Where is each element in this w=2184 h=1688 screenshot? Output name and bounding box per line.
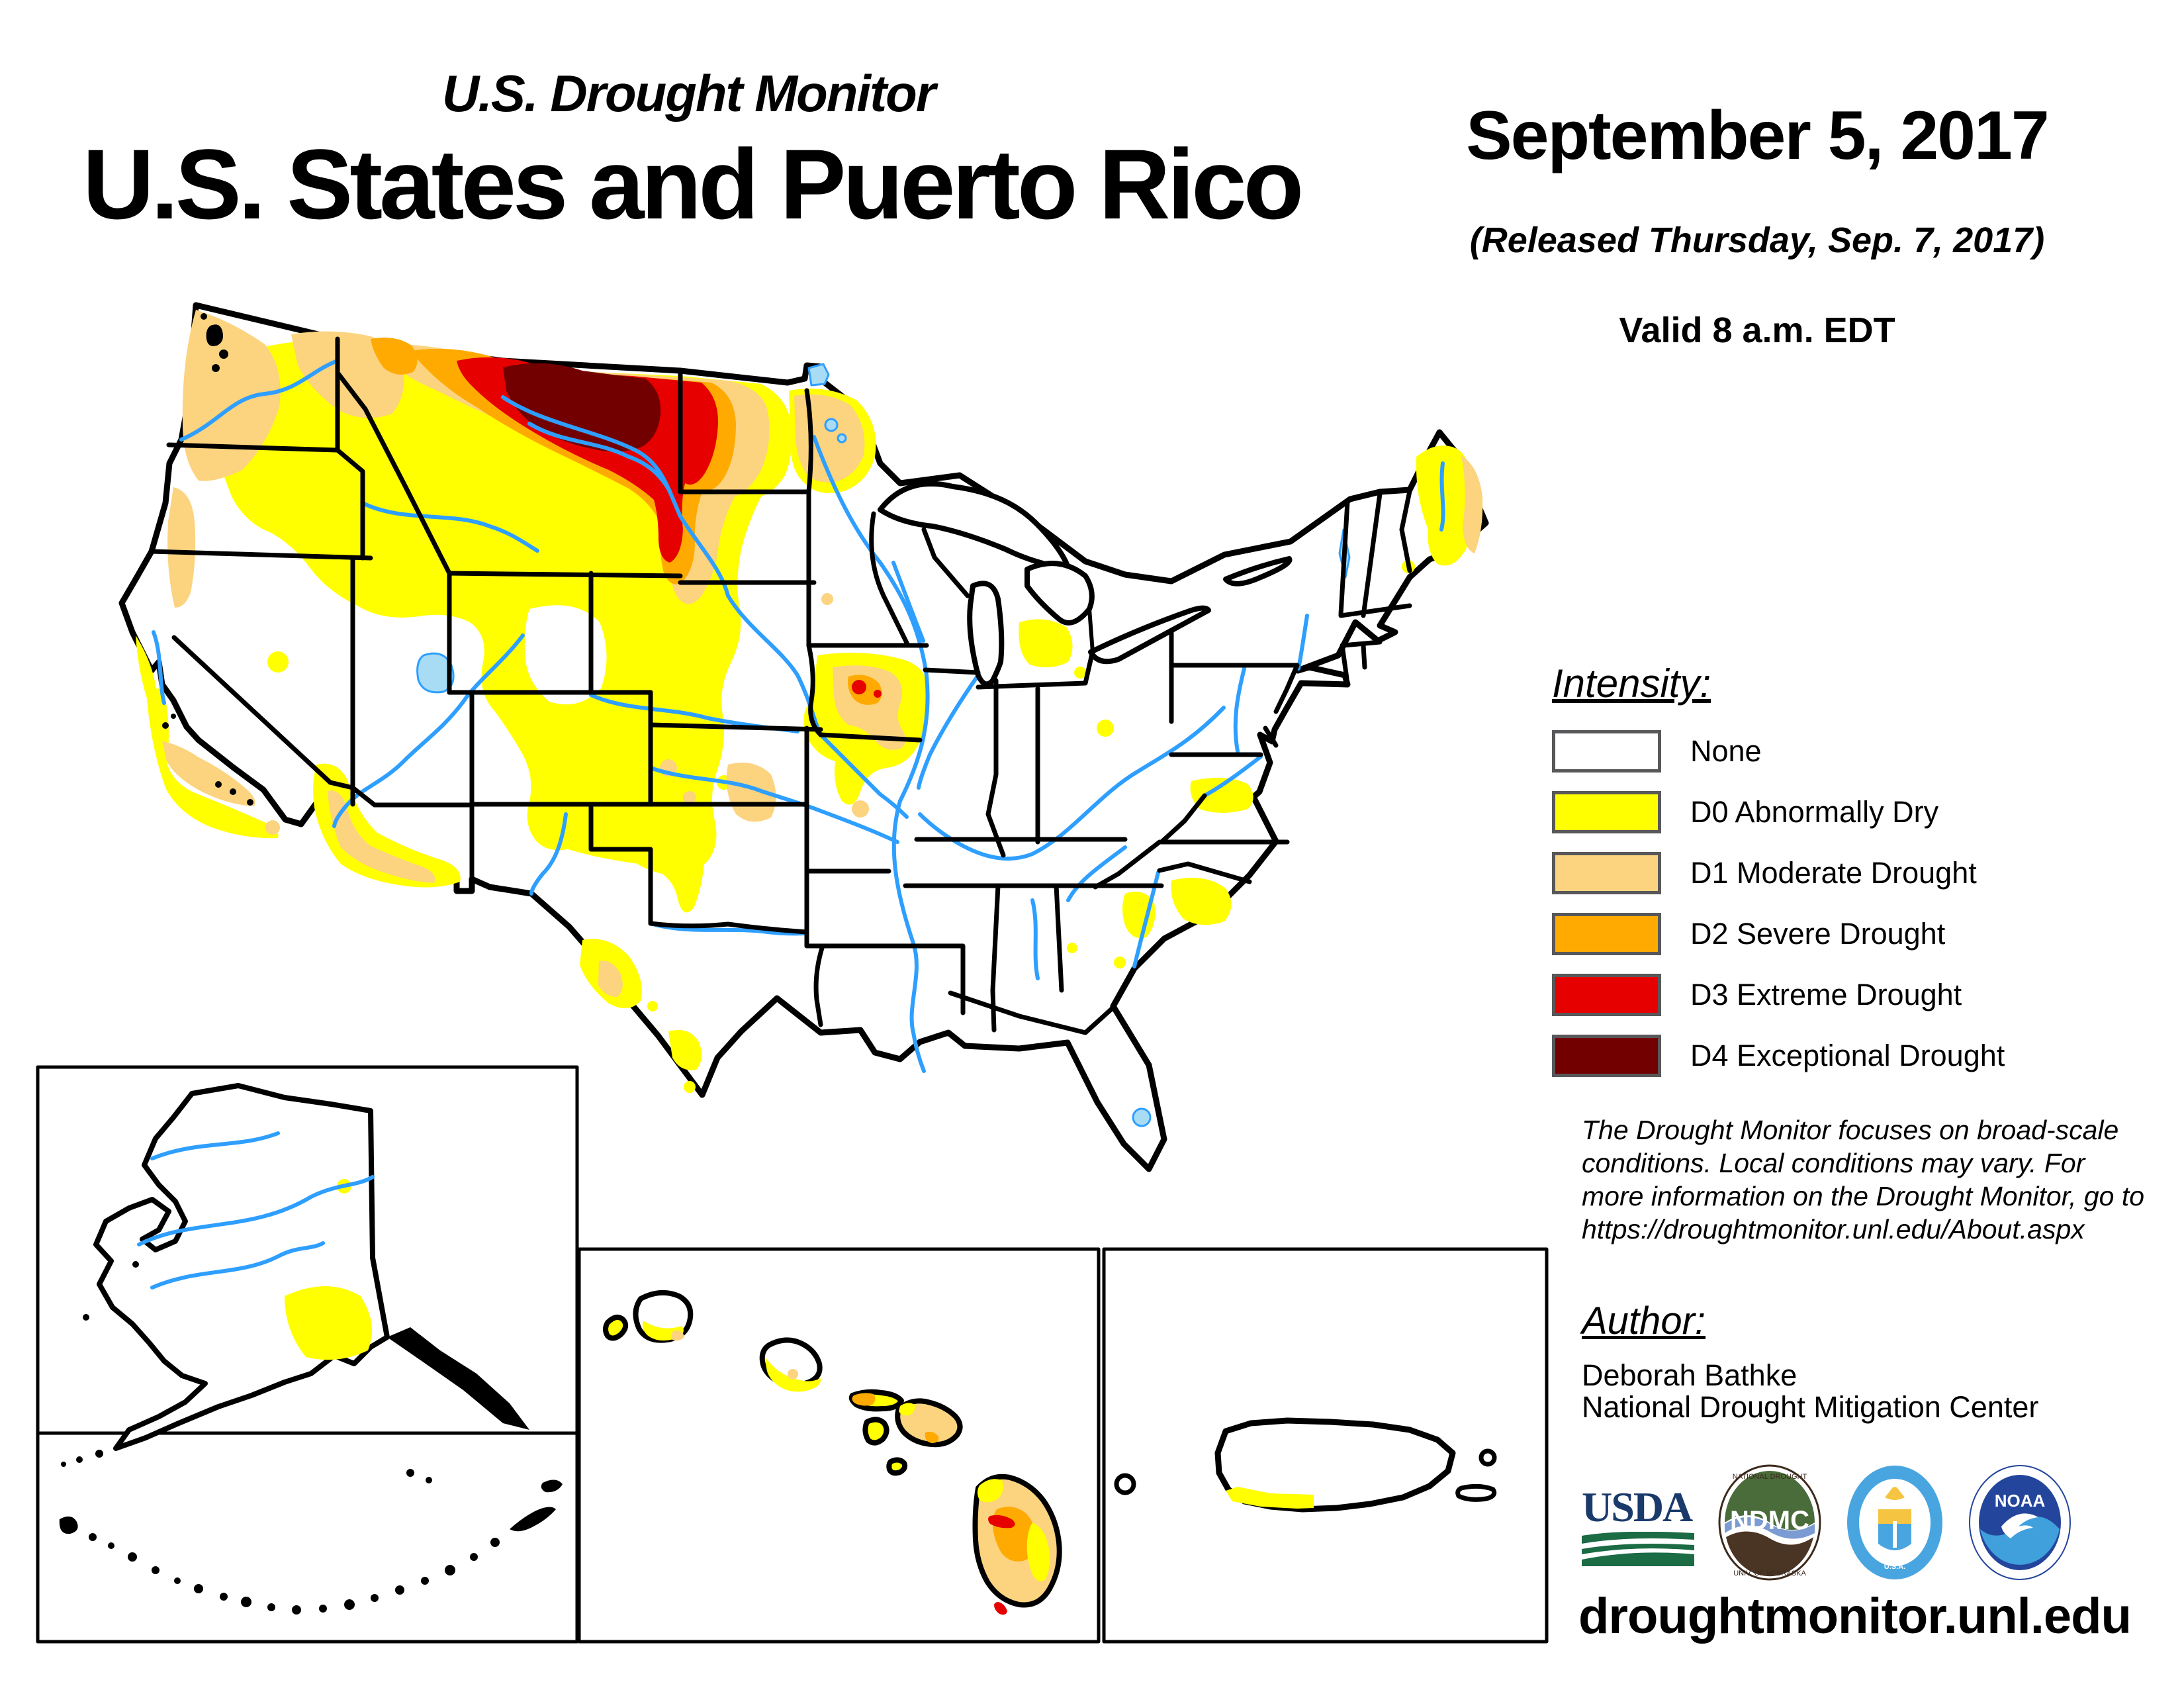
- inset-frames: [36, 1065, 1549, 1644]
- lake-michigan: [967, 581, 1005, 687]
- legend-title: Intensity:: [1552, 661, 1711, 706]
- alaska-d0-area: [285, 1286, 372, 1360]
- legend-swatch-d1: [1552, 852, 1661, 894]
- legend-swatch-d3: [1552, 974, 1661, 1016]
- legend-row-d2: D2 Severe Drought: [1552, 913, 2005, 955]
- noaa-logo: NOAA: [1969, 1465, 2071, 1580]
- hawaii-inset: [603, 1289, 1062, 1615]
- island-lanai: [862, 1417, 889, 1446]
- usda-logo-text: USDA: [1582, 1483, 1693, 1530]
- legend-label-d3: D3 Extreme Drought: [1690, 978, 1962, 1011]
- legend-swatch-d0: [1552, 791, 1661, 833]
- svg-text:NATIONAL DROUGHT: NATIONAL DROUGHT: [1733, 1473, 1807, 1481]
- legend-row-d4: D4 Exceptional Drought: [1552, 1035, 2005, 1077]
- puerto-rico-inset: [1114, 1417, 1497, 1513]
- legend-label-none: None: [1690, 734, 1762, 768]
- legend-label-d1: D1 Moderate Drought: [1690, 856, 1977, 890]
- vieques-island: [1455, 1483, 1497, 1502]
- disclaimer-text: The Drought Monitor focuses on broad-sca…: [1582, 1115, 2145, 1244]
- author-organization: National Drought Mitigation Center: [1582, 1390, 2039, 1424]
- rivers: [152, 359, 1445, 1073]
- puerto-rico-d0-area: [1226, 1487, 1314, 1509]
- wyoming-none-area: [524, 605, 607, 705]
- valid-time: Valid 8 a.m. EDT: [1619, 310, 1895, 350]
- lake-erie: [1088, 605, 1211, 665]
- author-heading: Author:: [1582, 1299, 1706, 1342]
- puerto-rico-inset-frame: [1102, 1247, 1549, 1644]
- logo-row: USDA NDMC NATIONAL DROUGHT UNIV. OF NEBR…: [1582, 1460, 2085, 1585]
- page-title-small: U.S. Drought Monitor: [441, 64, 936, 122]
- island-kahoolawe: [886, 1457, 908, 1476]
- small-lakes: [416, 363, 1351, 1127]
- svg-text:NDMC: NDMC: [1730, 1506, 1809, 1535]
- map-date: September 5, 2017: [1466, 97, 2049, 174]
- legend-row-d0: D0 Abnormally Dry: [1552, 791, 2005, 833]
- hawaii-inset-frame: [577, 1247, 1101, 1644]
- detroit-river: [1087, 607, 1095, 654]
- svg-text:NOAA: NOAA: [1995, 1491, 2046, 1511]
- aleutians-inset-frame: [36, 1431, 579, 1644]
- alaska-rivers: [137, 1131, 375, 1289]
- release-date: (Released Thursday, Sep. 7, 2017): [1469, 220, 2045, 260]
- legend-label-d4: D4 Exceptional Drought: [1690, 1039, 2005, 1072]
- culebra-island: [1479, 1448, 1497, 1467]
- author-name: Deborah Bathke: [1582, 1358, 1797, 1392]
- legend-row-d3: D3 Extreme Drought: [1552, 974, 2005, 1016]
- aleutians-inset: [59, 1469, 563, 1615]
- alaska-panhandle: [387, 1327, 529, 1430]
- ndmc-logo: NDMC NATIONAL DROUGHT UNIV. OF NEBRASKA: [1718, 1464, 1821, 1581]
- island-niihau: [603, 1314, 629, 1341]
- conus-map: [118, 302, 1489, 1172]
- alaska-inset: [61, 1083, 529, 1467]
- usda-swoosh-icon: [1582, 1532, 1694, 1566]
- lake-ontario: [1223, 556, 1293, 586]
- state-borders: [149, 336, 1412, 1035]
- footer-url: droughtmonitor.unl.edu: [1578, 1588, 2132, 1644]
- mona-island: [1114, 1473, 1136, 1495]
- legend-swatch-d4: [1552, 1035, 1661, 1077]
- usda-logo: USDA: [1582, 1483, 1694, 1566]
- svg-text:U.S.A.: U.S.A.: [1884, 1563, 1905, 1571]
- legend-row-none: None: [1552, 730, 2005, 773]
- great-lakes: [878, 481, 1293, 687]
- channel-islands: [162, 714, 253, 806]
- puget-sound: [201, 313, 228, 372]
- commerce-logo: U.S.A.: [1847, 1466, 1942, 1579]
- legend-swatch-none: [1552, 730, 1661, 773]
- legend-swatch-d2: [1552, 913, 1661, 955]
- svg-text:UNIV. OF NEBRASKA: UNIV. OF NEBRASKA: [1733, 1570, 1806, 1577]
- legend-row-d1: D1 Moderate Drought: [1552, 852, 2005, 894]
- page-title: U.S. States and Puerto Rico: [82, 128, 1304, 240]
- legend: Intensity: None D0 Abnormally Dry D1 Mod…: [1552, 661, 2005, 1096]
- legend-label-d0: D0 Abnormally Dry: [1690, 795, 1939, 829]
- legend-label-d2: D2 Severe Drought: [1690, 917, 1946, 951]
